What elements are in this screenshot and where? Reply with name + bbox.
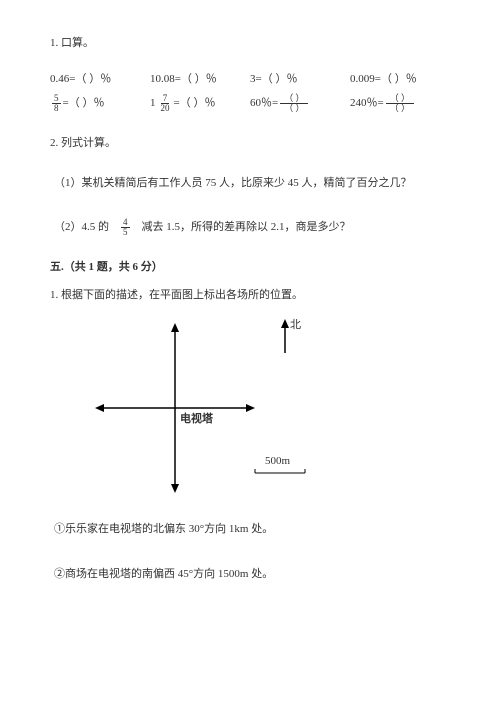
q1r2c3: 60％= （ ） （ ） [250, 94, 350, 113]
scale-label: 500m [265, 453, 290, 471]
q2-p1: （1）某机关精简后有工作人员 75 人，比原来少 45 人，精简了百分之几？ [50, 175, 450, 193]
q1-title: 1. 口算。 [50, 35, 450, 53]
q1r2c3-prefix: 60％= [250, 95, 278, 113]
coordinate-diagram [90, 313, 350, 503]
q1-row2: 5 8 =（ ）％ 1 7 20 =（ ）％ 60％= （ ） （ ） [50, 94, 450, 113]
q1r2c4-prefix: 240％= [350, 95, 384, 113]
q1-row1: 0.46=（ ）％ 10.08=（ ）％ 3=（ ）％ 0.009=（ ）％ [50, 71, 450, 89]
sec5-heading: 五.（共 1 题，共 6 分） [50, 259, 450, 277]
q1r2c1: 5 8 =（ ）％ [50, 94, 150, 113]
q1r2c4: 240％= （ ） （ ） [350, 94, 450, 113]
fraction-5-8: 5 8 [52, 94, 61, 113]
mixed-1-7-20: 1 7 20 [150, 94, 174, 113]
paren-frac-240: （ ） （ ） [386, 94, 414, 113]
q2-container: 2. 列式计算。 （1）某机关精简后有工作人员 75 人，比原来少 45 人，精… [50, 135, 450, 237]
tower-label: 电视塔 [180, 411, 213, 429]
sec5-p1: ①乐乐家在电视塔的北偏东 30°方向 1km 处。 [50, 521, 450, 539]
fraction-4-5: 4 5 [121, 218, 130, 237]
q1r1c4: 0.009=（ ）％ [350, 71, 450, 89]
paren-frac-60: （ ） （ ） [280, 94, 308, 113]
q1r2c2-suffix: =（ ）％ [174, 95, 216, 113]
north-label: 北 [290, 317, 301, 335]
q2-p2: （2）4.5 的 4 5 减去 1.5，所得的差再除以 2.1，商是多少？ [50, 218, 450, 237]
q1r2c1-suffix: =（ ）％ [63, 95, 105, 113]
q1r2c2: 1 7 20 =（ ）％ [150, 94, 250, 113]
diagram-container: 北 电视塔 500m [90, 313, 350, 503]
q2-p2a: （2）4.5 的 [54, 219, 109, 237]
q1r1c3: 3=（ ）％ [250, 71, 350, 89]
q1r1c1: 0.46=（ ）％ [50, 71, 150, 89]
sec5-q1: 1. 根据下面的描述，在平面图上标出各场所的位置。 [50, 287, 450, 305]
q2-title: 2. 列式计算。 [50, 135, 450, 153]
sec5-p2: ②商场在电视塔的南偏西 45°方向 1500m 处。 [50, 566, 450, 584]
q2-p2b: 减去 1.5，所得的差再除以 2.1，商是多少？ [142, 219, 351, 237]
q1-container: 1. 口算。 0.46=（ ）％ 10.08=（ ）％ 3=（ ）％ 0.009… [50, 35, 450, 113]
q1r1c2: 10.08=（ ）％ [150, 71, 250, 89]
sec5-container: 五.（共 1 题，共 6 分） 1. 根据下面的描述，在平面图上标出各场所的位置… [50, 259, 450, 583]
